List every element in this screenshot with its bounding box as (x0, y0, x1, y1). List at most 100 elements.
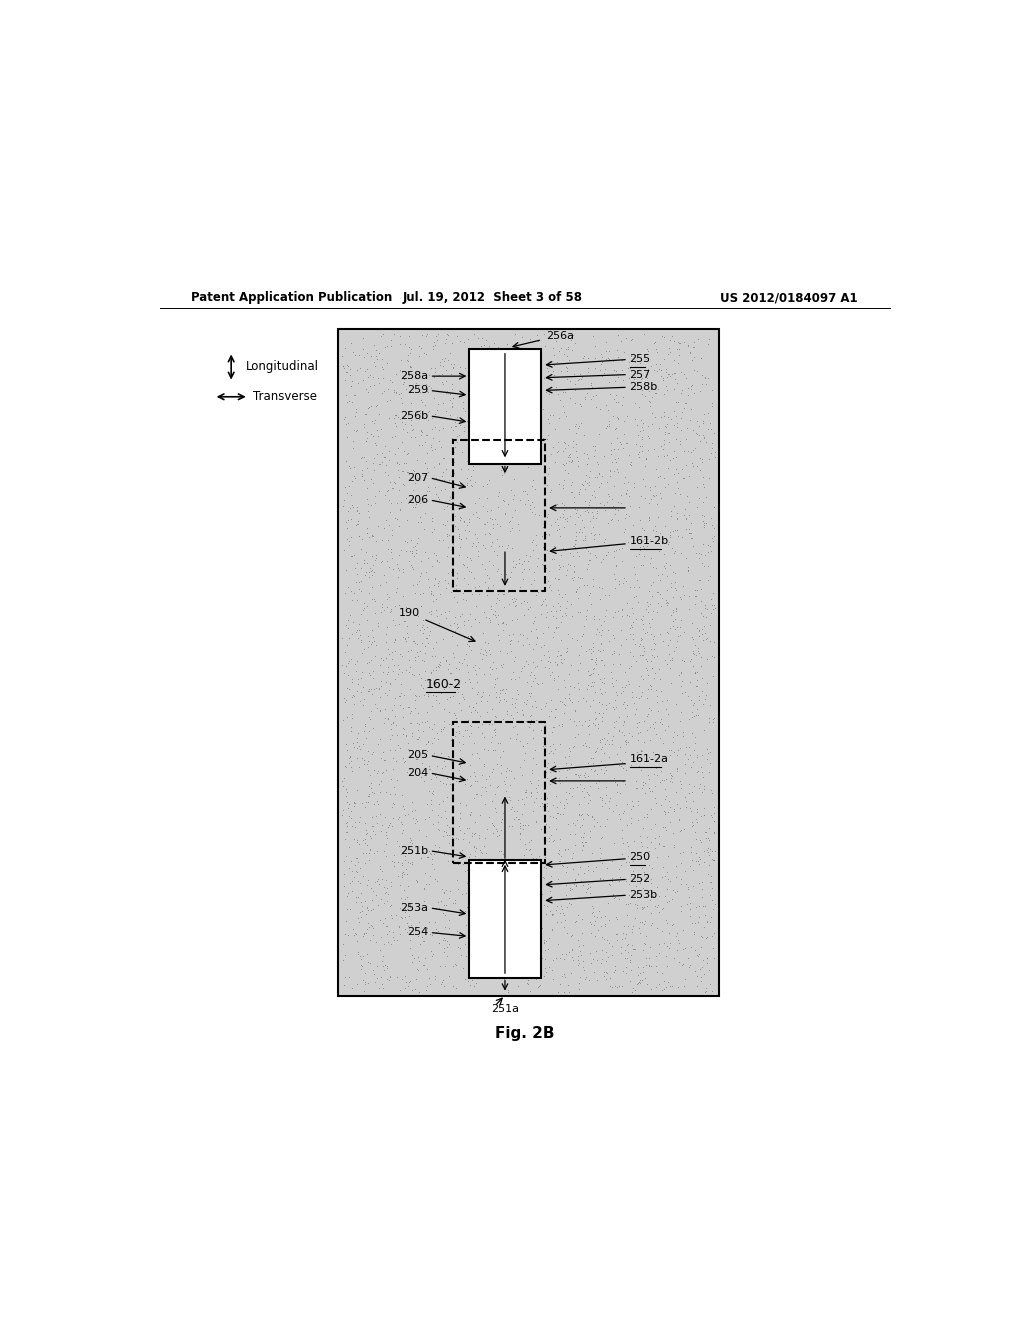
Point (426, 645, 442, 667)
Point (511, 937, 527, 958)
Point (594, 466, 610, 487)
Point (505, 488, 521, 510)
Point (359, 488, 376, 510)
Point (649, 692, 666, 713)
Point (500, 581, 516, 602)
Point (575, 787, 592, 808)
Point (483, 508, 500, 529)
Point (449, 579, 465, 601)
Point (496, 491, 512, 512)
Point (574, 624, 591, 645)
Point (355, 598, 372, 619)
Point (424, 408, 440, 429)
Point (496, 946, 512, 968)
Point (515, 624, 531, 645)
Point (437, 649, 454, 671)
Point (426, 858, 442, 879)
Point (478, 855, 495, 876)
Point (384, 747, 400, 768)
Point (518, 780, 535, 801)
Point (519, 483, 536, 504)
Point (440, 714, 457, 735)
Point (550, 869, 566, 890)
Point (514, 700, 530, 721)
Point (593, 552, 609, 573)
Point (545, 595, 561, 616)
Point (647, 516, 664, 537)
Point (423, 583, 439, 605)
Point (629, 973, 645, 994)
Point (515, 704, 531, 725)
Point (585, 649, 601, 671)
Point (682, 649, 698, 671)
Point (400, 640, 417, 661)
Point (451, 693, 467, 714)
Point (647, 711, 664, 733)
Point (647, 354, 664, 375)
Point (391, 333, 408, 354)
Point (692, 936, 709, 957)
Point (532, 594, 549, 615)
Point (686, 337, 702, 358)
Point (694, 762, 711, 783)
Point (634, 857, 650, 878)
Point (423, 358, 439, 379)
Point (674, 682, 690, 704)
Point (557, 874, 573, 895)
Point (614, 605, 631, 626)
Point (348, 747, 365, 768)
Point (518, 838, 535, 859)
Point (334, 627, 350, 648)
Point (587, 909, 603, 931)
Point (379, 828, 395, 849)
Point (667, 463, 683, 484)
Point (588, 741, 604, 762)
Point (539, 895, 555, 916)
Point (553, 898, 569, 919)
Point (618, 479, 635, 500)
Point (571, 770, 588, 791)
Point (416, 651, 432, 672)
Point (517, 867, 534, 888)
Point (415, 677, 431, 698)
Point (552, 599, 568, 620)
Point (550, 803, 566, 824)
Point (484, 812, 501, 833)
Point (467, 822, 483, 843)
Point (341, 744, 357, 766)
Point (403, 722, 420, 743)
Point (691, 543, 708, 564)
Point (650, 701, 667, 722)
Point (647, 837, 664, 858)
Point (376, 599, 392, 620)
Point (459, 719, 475, 741)
Point (492, 862, 508, 883)
Point (657, 977, 674, 998)
Point (338, 785, 354, 807)
Point (606, 371, 623, 392)
Point (570, 507, 587, 528)
Point (497, 774, 513, 795)
Point (342, 898, 358, 919)
Point (471, 611, 487, 632)
Point (499, 758, 515, 779)
Point (569, 602, 586, 623)
Point (562, 741, 579, 762)
Point (505, 661, 521, 682)
Point (611, 721, 628, 742)
Point (637, 774, 653, 795)
Point (582, 886, 598, 907)
Point (492, 515, 508, 536)
Point (409, 615, 425, 636)
Point (353, 907, 370, 928)
Point (519, 367, 536, 388)
Point (362, 649, 379, 671)
Point (386, 614, 402, 635)
Point (632, 873, 648, 894)
Point (434, 364, 451, 385)
Point (633, 409, 649, 430)
Point (506, 484, 522, 506)
Point (673, 661, 689, 682)
Point (657, 886, 674, 907)
Point (691, 643, 708, 664)
